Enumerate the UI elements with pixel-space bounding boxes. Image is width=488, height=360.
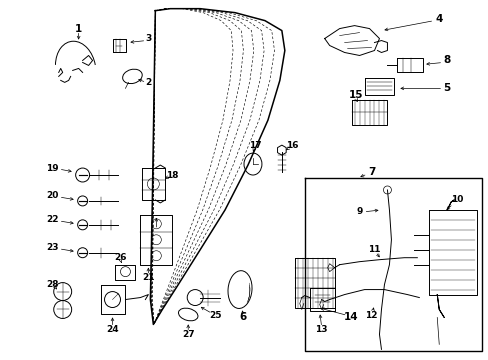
Text: 12: 12 <box>365 311 377 320</box>
Text: 18: 18 <box>166 171 178 180</box>
Text: 24: 24 <box>106 325 119 334</box>
Text: 15: 15 <box>347 90 362 100</box>
Text: 28: 28 <box>46 280 59 289</box>
Text: 27: 27 <box>182 330 194 339</box>
Text: 25: 25 <box>208 311 221 320</box>
Text: 4: 4 <box>435 14 442 24</box>
Text: 6: 6 <box>239 312 246 323</box>
Text: 8: 8 <box>443 55 450 66</box>
Text: 16: 16 <box>285 141 298 150</box>
Text: 9: 9 <box>356 207 362 216</box>
Text: 23: 23 <box>46 243 59 252</box>
Text: 26: 26 <box>114 253 126 262</box>
Text: 22: 22 <box>46 215 59 224</box>
Text: 20: 20 <box>46 192 59 201</box>
Text: 14: 14 <box>344 312 358 323</box>
Text: 21: 21 <box>142 273 154 282</box>
Text: 17: 17 <box>248 141 261 150</box>
Text: 3: 3 <box>145 34 151 43</box>
Text: 7: 7 <box>367 167 374 177</box>
Text: 19: 19 <box>46 163 59 172</box>
Text: 2: 2 <box>145 78 151 87</box>
Text: 10: 10 <box>450 195 463 204</box>
Text: 1: 1 <box>75 24 82 33</box>
Text: 13: 13 <box>315 325 327 334</box>
Text: 5: 5 <box>443 84 450 93</box>
Text: 11: 11 <box>367 245 380 254</box>
